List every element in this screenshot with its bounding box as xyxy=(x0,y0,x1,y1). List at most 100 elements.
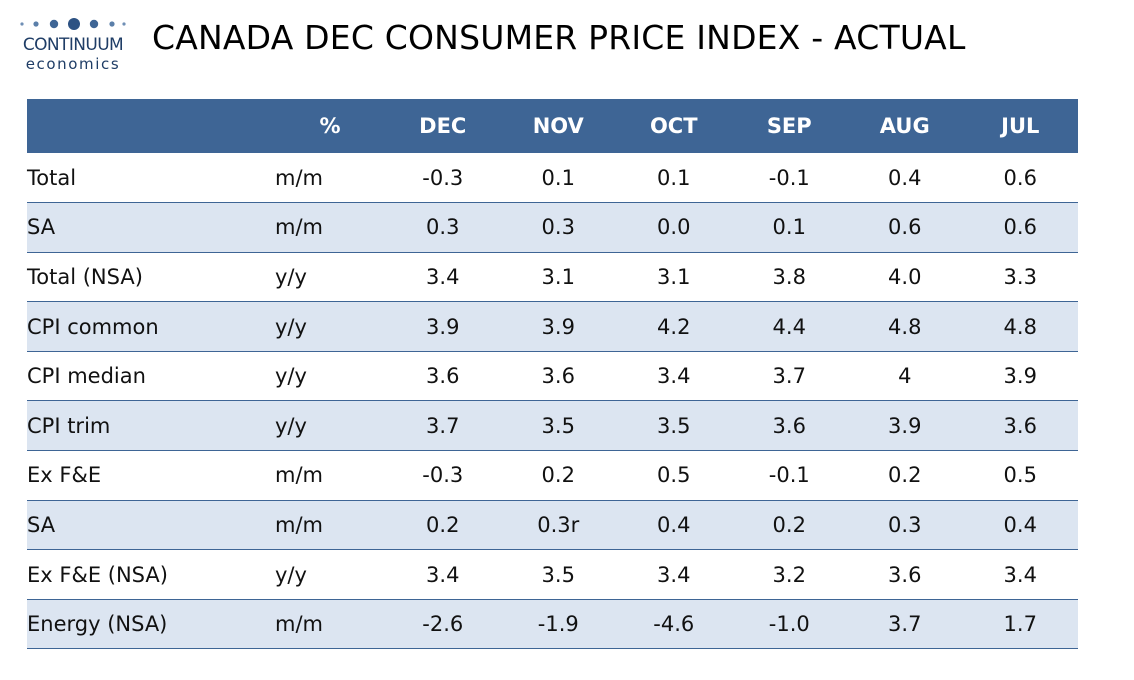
row-unit: m/m xyxy=(275,215,323,240)
cell-sep: -0.1 xyxy=(768,165,810,190)
cell-aug: 3.7 xyxy=(888,612,922,637)
cell-jul: 3.3 xyxy=(1003,264,1037,289)
row-unit: y/y xyxy=(275,413,307,438)
cell-sep: -1.0 xyxy=(768,612,810,637)
cell-nov: -1.9 xyxy=(537,612,579,637)
cell-oct: -4.6 xyxy=(653,612,695,637)
row-unit: m/m xyxy=(275,612,323,637)
cell-nov: 3.5 xyxy=(541,413,575,438)
cell-dec: 3.9 xyxy=(426,314,460,339)
cell-jul: 3.6 xyxy=(1003,413,1037,438)
cell-jul: 0.5 xyxy=(1003,463,1037,488)
cell-dec: 3.4 xyxy=(426,264,460,289)
cell-dec: 3.7 xyxy=(426,413,460,438)
row-label: CPI median xyxy=(27,364,146,389)
row-label: Energy (NSA) xyxy=(27,612,168,637)
cell-oct: 3.1 xyxy=(657,264,691,289)
brand-subtitle: economics xyxy=(25,55,121,73)
cell-sep: 3.8 xyxy=(772,264,806,289)
cell-aug: 0.2 xyxy=(888,463,922,488)
cell-sep: 3.7 xyxy=(772,364,806,389)
row-label: Total (NSA) xyxy=(27,264,143,289)
cell-dec: 3.6 xyxy=(426,364,460,389)
table-header-row: % DEC NOV OCT SEP AUG JUL xyxy=(27,99,1078,153)
logo-dots-icon xyxy=(20,18,126,30)
table-row: Energy (NSA) m/m -2.6 -1.9 -4.6 -1.0 3.7 1.7 xyxy=(27,599,1078,649)
row-unit: y/y xyxy=(275,562,307,587)
table-row: Ex F&E m/m -0.3 0.2 0.5 -0.1 0.2 0.5 xyxy=(27,450,1078,501)
cell-jul: 4.8 xyxy=(1003,314,1037,339)
cell-oct: 3.5 xyxy=(657,413,691,438)
row-label: SA xyxy=(27,215,56,240)
cell-sep: 4.4 xyxy=(772,314,806,339)
table-row: CPI trim y/y 3.7 3.5 3.5 3.6 3.9 3.6 xyxy=(27,400,1078,451)
row-unit: m/m xyxy=(275,512,323,537)
cell-aug: 0.6 xyxy=(888,215,922,240)
cell-dec: -0.3 xyxy=(422,165,464,190)
cell-jul: 1.7 xyxy=(1003,612,1037,637)
cell-dec: 3.4 xyxy=(426,562,460,587)
table-row: SA m/m 0.3 0.3 0.0 0.1 0.6 0.6 xyxy=(27,202,1078,253)
cell-nov: 3.9 xyxy=(541,314,575,339)
cell-dec: 0.3 xyxy=(426,215,460,240)
cell-oct: 3.4 xyxy=(657,364,691,389)
cell-aug: 4 xyxy=(898,364,912,389)
header-sep: SEP xyxy=(766,114,812,138)
cell-nov: 3.5 xyxy=(541,562,575,587)
header-oct: OCT xyxy=(649,114,698,138)
table-row: SA m/m 0.2 0.3r 0.4 0.2 0.3 0.4 xyxy=(27,500,1078,550)
cell-nov: 0.1 xyxy=(541,165,575,190)
row-label: Ex F&E (NSA) xyxy=(27,562,168,587)
cell-jul: 0.4 xyxy=(1003,512,1037,537)
header-jul: JUL xyxy=(1001,114,1040,138)
cell-sep: 3.2 xyxy=(772,562,806,587)
row-label: SA xyxy=(27,512,56,537)
table-row: Ex F&E (NSA) y/y 3.4 3.5 3.4 3.2 3.6 3.4 xyxy=(27,549,1078,600)
cell-oct: 0.5 xyxy=(657,463,691,488)
cell-aug: 4.8 xyxy=(888,314,922,339)
brand-logo: CONTINUUM economics xyxy=(14,14,132,76)
cell-aug: 4.0 xyxy=(888,264,922,289)
cell-nov: 0.2 xyxy=(541,463,575,488)
header-nov: NOV xyxy=(532,114,584,138)
row-unit: y/y xyxy=(275,264,307,289)
row-unit: y/y xyxy=(275,364,307,389)
row-label: CPI common xyxy=(27,314,159,339)
cell-oct: 3.4 xyxy=(657,562,691,587)
cell-aug: 0.3 xyxy=(888,512,922,537)
row-unit: m/m xyxy=(275,165,323,190)
cell-sep: 0.2 xyxy=(772,512,806,537)
cell-oct: 0.0 xyxy=(657,215,691,240)
row-unit: y/y xyxy=(275,314,307,339)
header-aug: AUG xyxy=(879,114,930,138)
header-label-column xyxy=(27,99,275,153)
cell-sep: 3.6 xyxy=(772,413,806,438)
row-unit: m/m xyxy=(275,463,323,488)
header-unit-column: % xyxy=(319,114,341,138)
table-row: Total (NSA) y/y 3.4 3.1 3.1 3.8 4.0 3.3 xyxy=(27,252,1078,302)
cell-aug: 0.4 xyxy=(888,165,922,190)
cell-sep: 0.1 xyxy=(772,215,806,240)
cell-jul: 0.6 xyxy=(1003,165,1037,190)
cell-jul: 0.6 xyxy=(1003,215,1037,240)
row-label: Total xyxy=(27,165,77,190)
cell-jul: 3.4 xyxy=(1003,562,1037,587)
cell-aug: 3.9 xyxy=(888,413,922,438)
cell-dec: -2.6 xyxy=(422,612,464,637)
table-body: Total m/m -0.3 0.1 0.1 -0.1 0.4 0.6 SA m/m 0.3 0.3 0… xyxy=(27,153,1078,649)
cell-aug: 3.6 xyxy=(888,562,922,587)
cell-nov: 0.3 xyxy=(541,215,575,240)
table-row: CPI median y/y 3.6 3.6 3.4 3.7 4 3.9 xyxy=(27,351,1078,401)
cell-oct: 0.1 xyxy=(657,165,691,190)
cpi-table: % DEC NOV OCT SEP AUG JUL Total m/m -0.3 0.… xyxy=(27,99,1078,649)
cell-nov: 3.6 xyxy=(541,364,575,389)
cell-nov: 3.1 xyxy=(541,264,575,289)
table-row: Total m/m -0.3 0.1 0.1 -0.1 0.4 0.6 xyxy=(27,153,1078,203)
cell-nov: 0.3r xyxy=(537,512,580,537)
cell-dec: -0.3 xyxy=(422,463,464,488)
table-row: CPI common y/y 3.9 3.9 4.2 4.4 4.8 4.8 xyxy=(27,301,1078,352)
header-dec: DEC xyxy=(419,114,467,138)
cell-oct: 0.4 xyxy=(657,512,691,537)
page-title: CANADA DEC CONSUMER PRICE INDEX - ACTUAL xyxy=(152,18,966,57)
cell-oct: 4.2 xyxy=(657,314,691,339)
